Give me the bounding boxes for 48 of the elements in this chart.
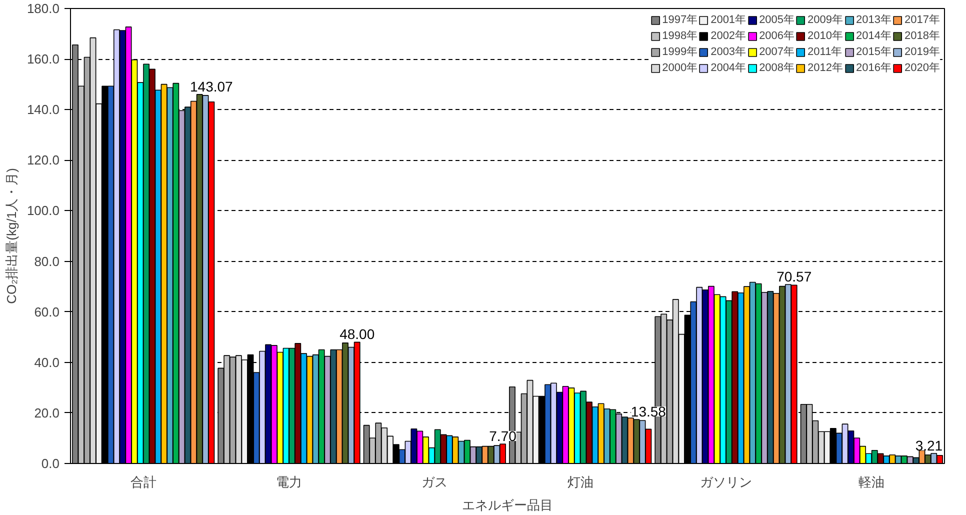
legend-label: 2018年 bbox=[904, 29, 940, 43]
legend-label: 2003年 bbox=[710, 45, 746, 59]
y-tick-label: 0.0 bbox=[41, 456, 60, 471]
legend-label: 2000年 bbox=[662, 61, 698, 75]
data-label: 3.21 bbox=[915, 437, 943, 454]
y-tick-label: 120.0 bbox=[26, 152, 60, 168]
legend-label: 2017年 bbox=[904, 13, 940, 27]
y-tick-label: 160.0 bbox=[26, 52, 60, 67]
x-tick-label: 灯油 bbox=[567, 474, 594, 490]
legend-label: 2012年 bbox=[808, 61, 844, 75]
legend-label: 2002年 bbox=[710, 29, 746, 43]
y-tick-label: 20.0 bbox=[34, 405, 60, 420]
x-tick-label: 合計 bbox=[130, 474, 156, 490]
legend-label: 2013年 bbox=[856, 13, 892, 27]
data-label: 7.70 bbox=[489, 428, 517, 444]
data-label: 70.57 bbox=[776, 268, 812, 285]
legend-label: 2004年 bbox=[710, 61, 746, 75]
y-tick-label: 180.0 bbox=[26, 1, 60, 16]
y-tick-label: 40.0 bbox=[34, 354, 60, 370]
legend-label: 2009年 bbox=[808, 13, 844, 27]
legend-label: 2006年 bbox=[759, 29, 795, 43]
legend-label: 2019年 bbox=[904, 45, 940, 59]
data-label: 143.07 bbox=[190, 78, 234, 94]
x-axis-title: エネルギー品目 bbox=[462, 498, 553, 512]
legend-label: 2010年 bbox=[808, 29, 844, 43]
legend-label: 1997年 bbox=[662, 13, 698, 27]
legend-label: 2008年 bbox=[759, 61, 795, 75]
y-tick-label: 100.0 bbox=[26, 203, 60, 218]
legend-label: 2005年 bbox=[759, 13, 795, 27]
data-label: 13.58 bbox=[630, 404, 666, 420]
legend-label: 2020年 bbox=[904, 61, 940, 75]
legend-label: 2001年 bbox=[710, 13, 746, 27]
y-tick-label: 80.0 bbox=[34, 254, 60, 269]
legend-label: 1999年 bbox=[662, 45, 698, 59]
x-tick-label: ガソリン bbox=[700, 474, 752, 490]
legend-label: 2011年 bbox=[808, 45, 842, 59]
legend-label: 2016年 bbox=[856, 61, 892, 75]
y-tick-label: 60.0 bbox=[34, 304, 60, 320]
legend-label: 2007年 bbox=[759, 45, 795, 59]
legend-label: 1998年 bbox=[662, 29, 698, 43]
x-tick-label: 電力 bbox=[276, 474, 302, 490]
data-label: 48.00 bbox=[340, 326, 375, 342]
x-tick-label: 軽油 bbox=[858, 474, 885, 490]
x-tick-label: ガス bbox=[422, 474, 448, 490]
legend-label: 2014年 bbox=[856, 29, 892, 43]
y-axis-title: CO₂排出量(kg/1人・月) bbox=[4, 168, 19, 304]
y-tick-label: 140.0 bbox=[26, 102, 60, 118]
legend-label: 2015年 bbox=[856, 45, 892, 59]
